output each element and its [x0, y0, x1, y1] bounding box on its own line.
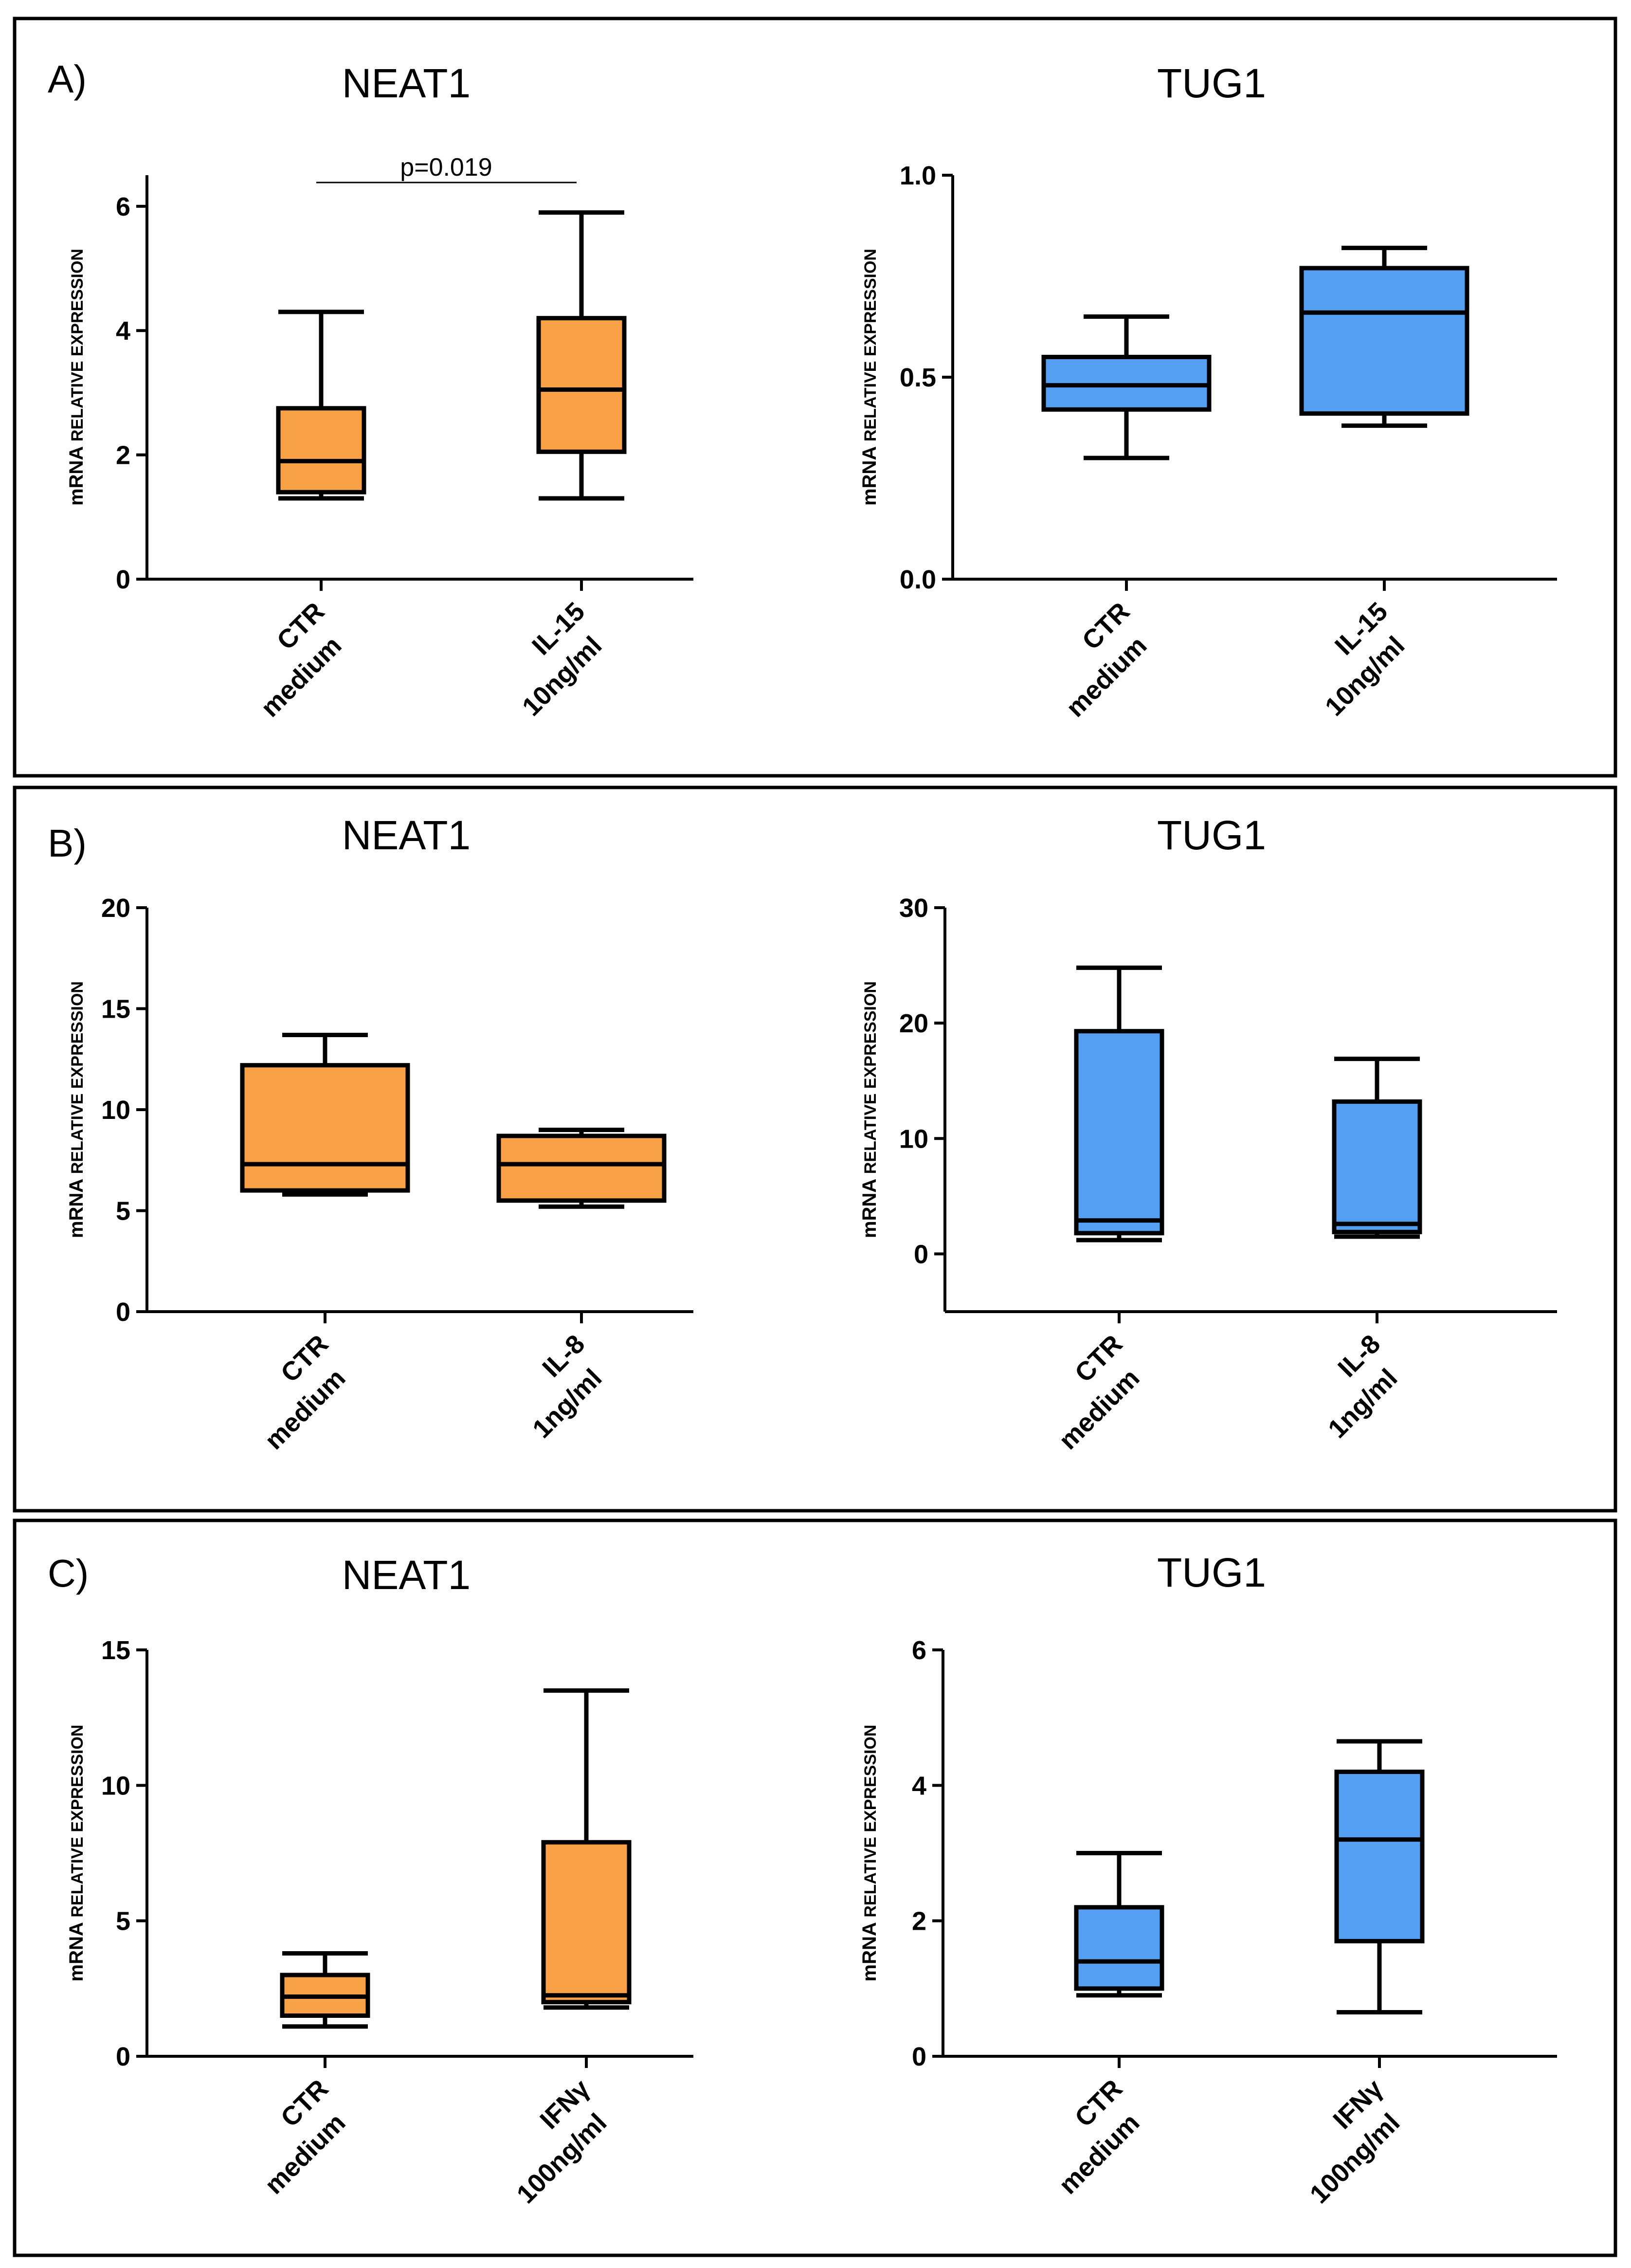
- y-tick-label: 6: [116, 192, 130, 221]
- y-axis-label: mRNA RELATIVE EXPRESSION: [66, 981, 87, 1238]
- y-tick-label: 0.5: [900, 363, 936, 392]
- box-iqr: [496, 1134, 667, 1203]
- chart-title: NEAT1: [342, 60, 471, 106]
- y-axis-label-main: mRNA: [66, 441, 87, 506]
- y-tick-label: 15: [101, 995, 130, 1024]
- y-tick-label: 10: [101, 1771, 130, 1800]
- y-axis-label-main: mRNA: [859, 1174, 880, 1238]
- y-tick-label: 0: [116, 1298, 130, 1327]
- box-iqr: [240, 1063, 410, 1193]
- panel-frame-c: [13, 1518, 1617, 2257]
- y-tick-label: 4: [912, 1771, 926, 1800]
- y-axis-label-small: RELATIVE EXPRESSION: [861, 1725, 880, 1918]
- box-iqr: [536, 316, 627, 454]
- box-iqr: [1074, 1905, 1164, 1991]
- y-tick-label: 10: [101, 1096, 130, 1125]
- chart-title: NEAT1: [342, 812, 471, 858]
- box-iqr: [1299, 266, 1469, 416]
- panel-letter-b: B): [48, 822, 87, 865]
- significance-label: p=0.019: [400, 153, 492, 182]
- y-tick-label: 20: [101, 894, 130, 923]
- y-tick-label: 0: [116, 2042, 130, 2071]
- y-tick-label: 10: [899, 1124, 928, 1153]
- y-axis-label: mRNA RELATIVE EXPRESSION: [859, 981, 880, 1238]
- y-tick-label: 2: [912, 1907, 926, 1936]
- y-tick-label: 0.0: [900, 565, 936, 594]
- y-axis-label: mRNA RELATIVE EXPRESSION: [66, 249, 87, 506]
- y-tick-label: 5: [116, 1197, 130, 1226]
- y-tick-label: 6: [912, 1636, 926, 1665]
- panel-frame-a: [13, 17, 1617, 778]
- y-axis-label-main: mRNA: [859, 441, 880, 506]
- y-tick-label: 15: [101, 1636, 130, 1665]
- y-tick-label: 4: [116, 316, 130, 346]
- y-axis-label: mRNA RELATIVE EXPRESSION: [66, 1725, 87, 1982]
- panel-letter-a: A): [48, 57, 87, 101]
- box-iqr: [276, 406, 366, 494]
- y-tick-label: 30: [899, 894, 928, 923]
- y-tick-label: 5: [116, 1907, 130, 1936]
- y-axis-label-main: mRNA: [859, 1918, 880, 1982]
- box-iqr: [1074, 1029, 1164, 1236]
- y-axis-label-small: RELATIVE EXPRESSION: [68, 249, 87, 441]
- panel-letter-c: C): [48, 1552, 89, 1595]
- chart-title: TUG1: [1157, 1550, 1266, 1595]
- y-axis-label-small: RELATIVE EXPRESSION: [68, 1725, 87, 1918]
- y-axis-label-main: mRNA: [66, 1918, 87, 1982]
- chart-title: TUG1: [1157, 812, 1266, 858]
- y-tick-label: 0: [116, 565, 130, 594]
- y-axis-label: mRNA RELATIVE EXPRESSION: [859, 1725, 880, 1982]
- chart-title: NEAT1: [342, 1552, 471, 1598]
- y-axis-label-small: RELATIVE EXPRESSION: [68, 981, 87, 1174]
- box-iqr: [1332, 1099, 1422, 1234]
- y-axis-label-main: mRNA: [66, 1174, 87, 1238]
- y-axis-label-small: RELATIVE EXPRESSION: [861, 981, 880, 1174]
- panel-frame-b: [13, 786, 1617, 1513]
- box-iqr: [1334, 1770, 1425, 1943]
- box-iqr: [541, 1840, 632, 2005]
- y-tick-label: 2: [116, 441, 130, 470]
- chart-title: TUG1: [1157, 60, 1266, 106]
- y-tick-label: 0: [914, 1240, 928, 1269]
- y-axis-label-small: RELATIVE EXPRESSION: [861, 249, 880, 441]
- y-tick-label: 1.0: [900, 161, 936, 190]
- y-tick-label: 20: [899, 1009, 928, 1038]
- y-axis-label: mRNA RELATIVE EXPRESSION: [859, 249, 880, 506]
- y-tick-label: 0: [912, 2042, 926, 2071]
